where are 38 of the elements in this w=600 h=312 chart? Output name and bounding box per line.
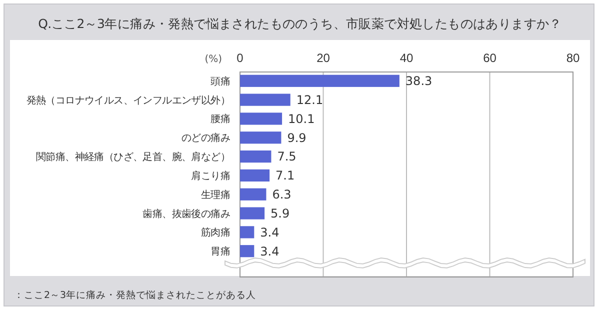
y-tick-label: 歯痛、抜歯後の痛み [142,208,230,220]
bar [240,74,400,87]
bar [240,94,290,106]
bar [240,150,272,163]
bar [240,207,265,220]
x-tick-label: 40 [400,51,414,65]
y-tick-label: 発熱（コロナウイルス、インフルエンザ以外） [26,94,230,106]
y-tick-label: 生理痛 [200,188,230,201]
data-label: 38.3 [405,74,432,88]
y-tick-label: 頭痛 [210,75,230,88]
y-tick-label: 胃痛 [210,246,230,258]
x-axis-title: (%) [204,54,222,65]
data-label: 5.9 [270,206,290,220]
y-tick-label: 腰痛 [210,113,230,126]
bar [240,169,270,182]
x-tick-label: 20 [316,51,330,65]
bar [240,112,282,125]
bar [240,245,254,258]
y-tick-label: 関節痛、神経痛（ひざ、足首、腕、肩など） [36,151,230,164]
data-label: 9.9 [287,130,306,145]
text: ：ここ2～3年に痛み・発熱で悩まされたことがある人 [14,289,256,301]
data-label: 3.4 [260,244,280,258]
bar [240,188,266,200]
data-label: 3.4 [260,225,280,240]
y-tick-label: 肩こり痛 [191,170,230,182]
x-tick-label: 80 [566,51,580,65]
y-tick-label: のどの痛み [181,132,230,144]
chart-title: Q.ここ2～3年に痛み・発熱で悩まされたもののうち、市販薬で対処したものはありますか？ [38,16,562,31]
bar [240,226,254,238]
data-label: 12.1 [296,93,324,108]
data-label: 7.1 [276,168,295,183]
x-tick-label: 0 [236,51,244,65]
bar [240,132,282,144]
x-tick-label: 60 [483,51,497,65]
data-label: 6.3 [272,188,292,202]
data-label: 7.5 [277,150,296,164]
y-tick-label: 筋肉痛 [200,226,230,239]
data-label: 10.1 [288,112,315,126]
